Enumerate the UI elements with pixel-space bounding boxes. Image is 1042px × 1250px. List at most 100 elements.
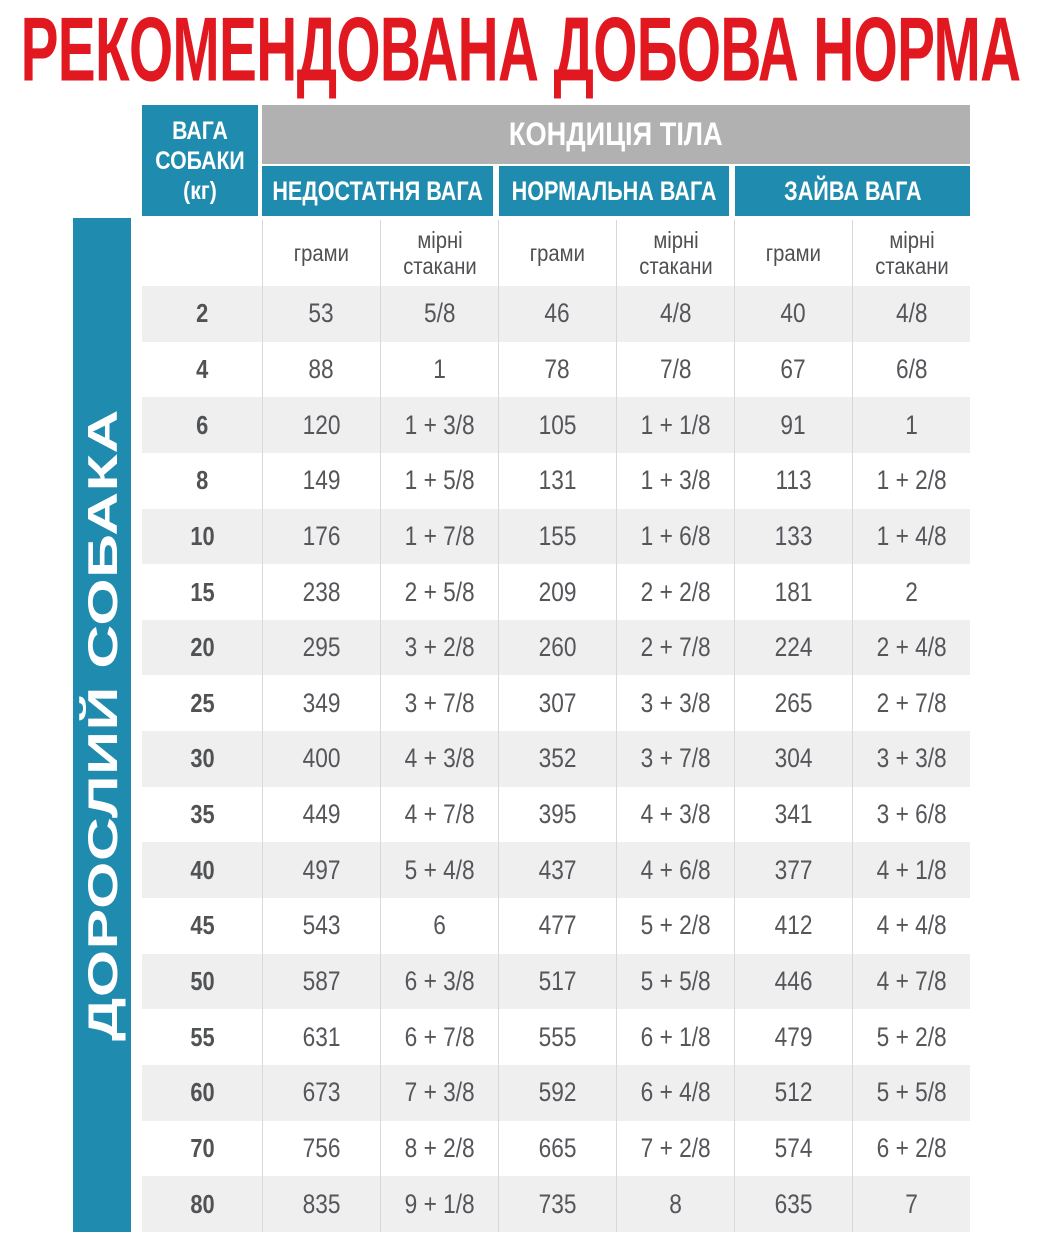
- weight-cell: 25: [142, 675, 262, 731]
- weight-cell: 60: [142, 1064, 262, 1121]
- weight-cell: 45: [142, 898, 262, 954]
- life-stage-label: ДОРОСЛИЙ СОБАКА: [78, 408, 126, 1042]
- cups-cell-text: 4 + 1/8: [876, 854, 947, 885]
- weight-cell: 2: [142, 286, 262, 342]
- grams-cell: 224: [734, 619, 852, 676]
- grams-cell-text: 40: [780, 298, 807, 329]
- cups-cell: 6/8: [852, 341, 970, 398]
- grams-cell: 631: [262, 1009, 380, 1065]
- unit-header-cell: мірні стакани: [852, 220, 970, 286]
- weight-cell-text: 25: [189, 687, 215, 718]
- cups-cell: 1: [380, 341, 498, 398]
- condition-group-row: НЕДОСТАТНЯ ВАГА НОРМАЛЬНА ВАГА ЗАЙВА ВАГА: [262, 166, 970, 216]
- cups-cell: 6 + 7/8: [380, 1009, 498, 1065]
- condition-group-cell: ЗАЙВА ВАГА: [735, 166, 970, 216]
- grams-cell-text: 437: [538, 854, 577, 885]
- cups-cell-text: 5 + 2/8: [876, 1021, 947, 1052]
- unit-header-cell-text: мірні стакани: [874, 226, 949, 279]
- grams-cell-text: 592: [538, 1077, 577, 1108]
- body-condition-label: КОНДИЦІЯ ТІЛА: [509, 116, 723, 152]
- cups-cell-text: 2 + 7/8: [876, 687, 947, 718]
- cups-cell: 5 + 5/8: [852, 1064, 970, 1121]
- grams-cell: 260: [498, 619, 616, 676]
- weight-cell: 8: [142, 453, 262, 509]
- weight-cell: 20: [142, 619, 262, 676]
- cups-cell-text: 1 + 3/8: [640, 465, 711, 496]
- weight-cell: 50: [142, 953, 262, 1010]
- grams-cell-text: 673: [302, 1077, 341, 1108]
- grams-cell-text: 479: [774, 1021, 813, 1052]
- cups-cell: 4/8: [616, 286, 734, 342]
- cups-cell-text: 1 + 5/8: [404, 465, 475, 496]
- weight-cell-text: 60: [189, 1077, 215, 1108]
- cups-cell-text: 4 + 7/8: [876, 966, 947, 996]
- grams-cell: 673: [262, 1064, 380, 1121]
- cups-cell: 5 + 2/8: [852, 1009, 970, 1065]
- grams-cell-text: 53: [308, 298, 335, 329]
- grams-cell: 400: [262, 731, 380, 787]
- cups-cell: 1 + 1/8: [616, 397, 734, 453]
- cups-cell-text: 3 + 7/8: [404, 687, 475, 718]
- grams-cell-text: 446: [774, 966, 813, 996]
- cups-cell: 6 + 2/8: [852, 1120, 970, 1177]
- grams-cell-text: 497: [302, 854, 341, 885]
- grams-cell: 449: [262, 786, 380, 843]
- table-body: 2 53 5/8 46 4/8 40 4/8 4 88 1 78 7/8 67 6/8 6 120 1 + 3/…: [142, 286, 970, 1232]
- cups-cell: 3 + 7/8: [380, 675, 498, 732]
- weight-cell-text: 50: [189, 966, 215, 996]
- weight-cell: 40: [142, 842, 262, 899]
- grams-cell: 176: [262, 508, 380, 565]
- weight-cell-text: 70: [189, 1132, 215, 1163]
- condition-group-cell: НЕДОСТАТНЯ ВАГА: [262, 166, 493, 216]
- cups-cell: 4 + 3/8: [380, 731, 498, 787]
- grams-cell-text: 265: [774, 687, 813, 718]
- cups-cell: 2: [852, 564, 970, 620]
- grams-cell: 78: [498, 341, 616, 398]
- weight-cell: 55: [142, 1009, 262, 1065]
- grams-cell-text: 304: [774, 743, 813, 774]
- grams-cell-text: 155: [538, 520, 577, 551]
- cups-cell: 1 + 7/8: [380, 508, 498, 565]
- cups-cell-text: 3 + 3/8: [640, 687, 711, 718]
- feeding-table: ВАГА СОБАКИ (кг) КОНДИЦІЯ ТІЛА НЕДОСТАТН…: [142, 105, 970, 1232]
- cups-cell: 2 + 2/8: [616, 564, 734, 620]
- grams-cell-text: 635: [774, 1188, 813, 1219]
- weight-cell-text: 40: [189, 854, 215, 885]
- grams-cell-text: 349: [302, 687, 341, 718]
- cups-cell: 4/8: [852, 286, 970, 342]
- grams-cell: 131: [498, 452, 616, 509]
- unit-header-cell: грами: [734, 220, 852, 286]
- body-condition-header: КОНДИЦІЯ ТІЛА: [262, 105, 970, 164]
- cups-cell-text: 4/8: [659, 298, 692, 329]
- weight-cell-text: 30: [189, 743, 215, 774]
- cups-cell-text: 2: [905, 576, 918, 607]
- unit-header-cell-text: мірні стакани: [638, 226, 713, 279]
- grams-cell-text: 517: [538, 966, 577, 996]
- grams-cell-text: 113: [775, 465, 812, 496]
- grams-cell: 512: [734, 1064, 852, 1121]
- cups-cell-text: 8: [669, 1188, 682, 1219]
- cups-cell-text: 9 + 1/8: [404, 1188, 475, 1219]
- grams-cell: 341: [734, 786, 852, 843]
- grams-cell: 40: [734, 286, 852, 342]
- cups-cell: 4 + 3/8: [616, 786, 734, 843]
- cups-cell-text: 7 + 3/8: [404, 1077, 475, 1108]
- weight-cell-text: 10: [189, 520, 215, 551]
- grams-cell-text: 307: [538, 687, 577, 718]
- cups-cell-text: 7 + 2/8: [640, 1132, 711, 1163]
- grams-cell: 497: [262, 842, 380, 899]
- cups-cell: 3 + 6/8: [852, 786, 970, 843]
- grams-cell-text: 260: [538, 632, 577, 663]
- grams-cell: 543: [262, 898, 380, 954]
- cups-cell: 7 + 2/8: [616, 1120, 734, 1177]
- unit-header-cell-text: грами: [529, 239, 586, 266]
- cups-cell-text: 3 + 2/8: [404, 632, 475, 663]
- grams-cell: 113: [734, 452, 852, 509]
- cups-cell-text: 6 + 2/8: [876, 1132, 947, 1163]
- weight-cell: 15: [142, 564, 262, 620]
- cups-cell: 3 + 2/8: [380, 619, 498, 676]
- condition-group-cell-text: ЗАЙВА ВАГА: [783, 175, 922, 206]
- grams-cell: 91: [734, 397, 852, 453]
- grams-cell: 53: [262, 286, 380, 342]
- grams-cell: 349: [262, 675, 380, 732]
